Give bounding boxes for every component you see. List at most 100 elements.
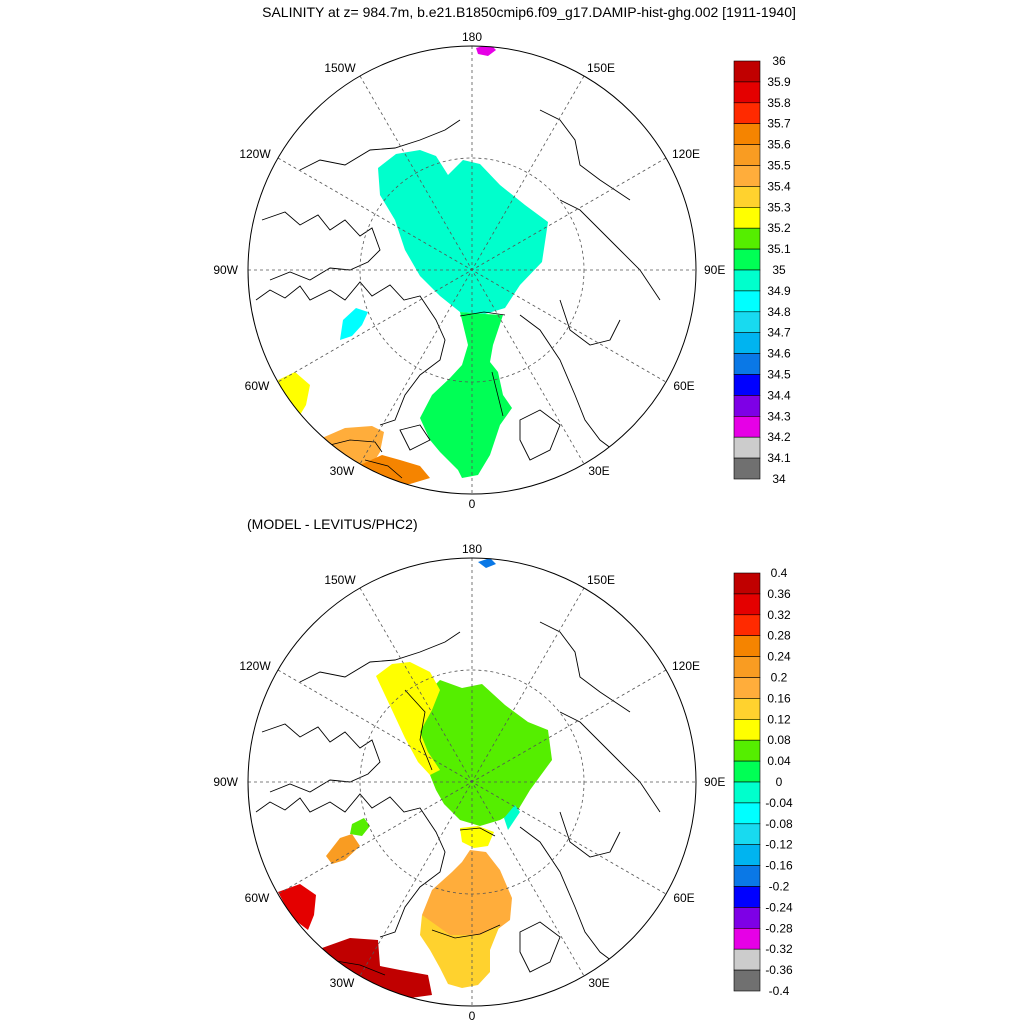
- lon-label-180: 180: [462, 542, 482, 556]
- colorbar-swatch: [733, 927, 761, 950]
- colorbar-swatch: [733, 614, 761, 636]
- colorbar-tick-label: -0.16: [765, 859, 793, 873]
- colorbar-tick-label: 34.6: [767, 347, 791, 361]
- colorbar-swatch: [733, 760, 761, 783]
- lon-label-180: 180: [462, 30, 482, 44]
- lon-label-60w: 60W: [245, 379, 270, 393]
- colorbar-tick-label: 35.1: [767, 242, 791, 256]
- yellow-diff-patch-fill: [376, 662, 440, 775]
- colorbar-tick-label: 35.7: [767, 117, 791, 131]
- colorbar-swatch: [733, 332, 761, 354]
- colorbar-tick-label: 0.04: [767, 754, 791, 768]
- baffin-green-diff-fill: [350, 818, 370, 836]
- salinity-colorbar: 36 35.9 35.8 35.7 35.6 35.5 35.4 35.3 35.2 35.1 35…: [733, 54, 791, 486]
- colorbar-tick-label: 35.2: [767, 221, 791, 235]
- nordic-seas-diff-fill: [422, 850, 512, 940]
- lon-label-30e: 30E: [588, 464, 609, 478]
- colorbar-tick-label: 35.5: [767, 159, 791, 173]
- difference-colorbar: 0.4 0.36 0.32 0.28 0.24 0.2 0.16 0.12 0.08 0.04 0 -…: [733, 566, 793, 998]
- salinity-map-panel: 180 150W 150E 120W 120E 90W 90E 60W 60E …: [213, 30, 725, 511]
- colorbar-swatch: [733, 311, 761, 333]
- colorbar-swatch: [733, 102, 761, 125]
- colorbar-tick-label: 0.12: [767, 712, 791, 726]
- colorbar-tick-label: 34.8: [767, 305, 791, 319]
- colorbar-tick-label: 34.5: [767, 368, 791, 382]
- lon-label-90w: 90W: [213, 775, 238, 789]
- colorbar-swatch: [733, 886, 761, 908]
- colorbar-tick-label: -0.28: [765, 921, 793, 935]
- colorbar-tick-label: -0.24: [765, 900, 793, 914]
- colorbar-tick-label: 0.08: [767, 733, 791, 747]
- colorbar-tick-label: 0.32: [767, 608, 791, 622]
- colorbar-swatch: [733, 165, 761, 187]
- lon-label-90w: 90W: [213, 263, 238, 277]
- colorbar-tick-label: 34.7: [767, 326, 791, 340]
- lon-label-60w: 60W: [245, 891, 270, 905]
- colorbar-swatch: [733, 207, 761, 229]
- colorbar-tick-label: 35.3: [767, 200, 791, 214]
- cyan-diff-edge-fill: [504, 805, 520, 830]
- graticule: [248, 558, 696, 1006]
- colorbar-swatch: [733, 60, 761, 83]
- difference-panel-title: (MODEL - LEVITUS/PHC2): [247, 516, 418, 532]
- colorbar-tick-label: 35.8: [767, 96, 791, 110]
- colorbar-tick-label: 0.24: [767, 650, 791, 664]
- colorbar-swatch: [733, 635, 761, 657]
- colorbar-swatch: [733, 844, 761, 866]
- contour-line: [459, 311, 506, 317]
- colorbar-swatch: [733, 572, 761, 595]
- central-basin-diff-fill: [418, 680, 552, 826]
- contour-line: [364, 459, 403, 479]
- lon-label-30w: 30W: [330, 464, 355, 478]
- lon-label-30w: 30W: [330, 976, 355, 990]
- colorbar-tick-label: 0.16: [767, 691, 791, 705]
- colorbar-swatch: [733, 781, 761, 804]
- contour-line: [459, 827, 496, 837]
- labrador-sea-fill: [278, 372, 310, 415]
- colorbar-tick-label: -0.04: [765, 796, 793, 810]
- colorbar-swatch: [733, 739, 761, 762]
- colorbar-tick-label: -0.4: [769, 984, 790, 998]
- colorbar-swatch: [733, 227, 761, 250]
- colorbar-swatch: [733, 907, 761, 929]
- pacific-spot-diff-fill: [478, 558, 496, 568]
- colorbar-swatch: [733, 718, 761, 741]
- figure-title: SALINITY at z= 984.7m, b.e21.B1850cmip6.…: [262, 4, 796, 20]
- colorbar-tick-label: 34.3: [767, 409, 791, 423]
- colorbar-swatch: [733, 248, 761, 271]
- colorbar-swatch: [733, 457, 761, 480]
- colorbar-tick-label: 0.36: [767, 587, 791, 601]
- graticule: [248, 46, 696, 494]
- lon-label-90e: 90E: [704, 263, 725, 277]
- colorbar-tick-label: -0.32: [765, 942, 793, 956]
- lon-label-120e: 120E: [672, 659, 700, 673]
- colorbar-tick-label: 35.4: [767, 179, 791, 193]
- colorbar-swatch: [733, 593, 761, 616]
- colorbar-tick-label: 34.9: [767, 284, 791, 298]
- lon-label-0: 0: [469, 497, 476, 511]
- colorbar-swatch: [733, 802, 761, 825]
- colorbar-swatch: [733, 677, 761, 699]
- coastlines: [255, 109, 661, 471]
- central-arctic-basin-fill: [378, 150, 548, 314]
- contour-line: [329, 439, 383, 453]
- map-boundary: [247, 45, 697, 495]
- lon-label-120w: 120W: [239, 659, 271, 673]
- baffin-orange-diff-fill: [326, 834, 360, 864]
- colorbar-swatch: [733, 374, 761, 396]
- colorbar-swatch: [733, 186, 761, 208]
- colorbar-tick-label: 34.4: [767, 388, 791, 402]
- lon-label-90e: 90E: [704, 775, 725, 789]
- colorbar-swatch: [733, 698, 761, 720]
- colorbar-tick-label: 0.4: [771, 566, 788, 580]
- colorbar-swatch: [733, 865, 761, 887]
- fram-strait-fill: [420, 312, 512, 478]
- colorbar-tick-label: 34: [772, 472, 786, 486]
- colorbar-tick-label: 0.2: [771, 671, 788, 685]
- colorbar-tick-label: 35: [772, 263, 786, 277]
- colorbar-tick-label: -0.08: [765, 817, 793, 831]
- colorbar-swatch: [733, 436, 761, 459]
- colorbar-swatch: [733, 123, 761, 145]
- colorbar-tick-label: 35.6: [767, 138, 791, 152]
